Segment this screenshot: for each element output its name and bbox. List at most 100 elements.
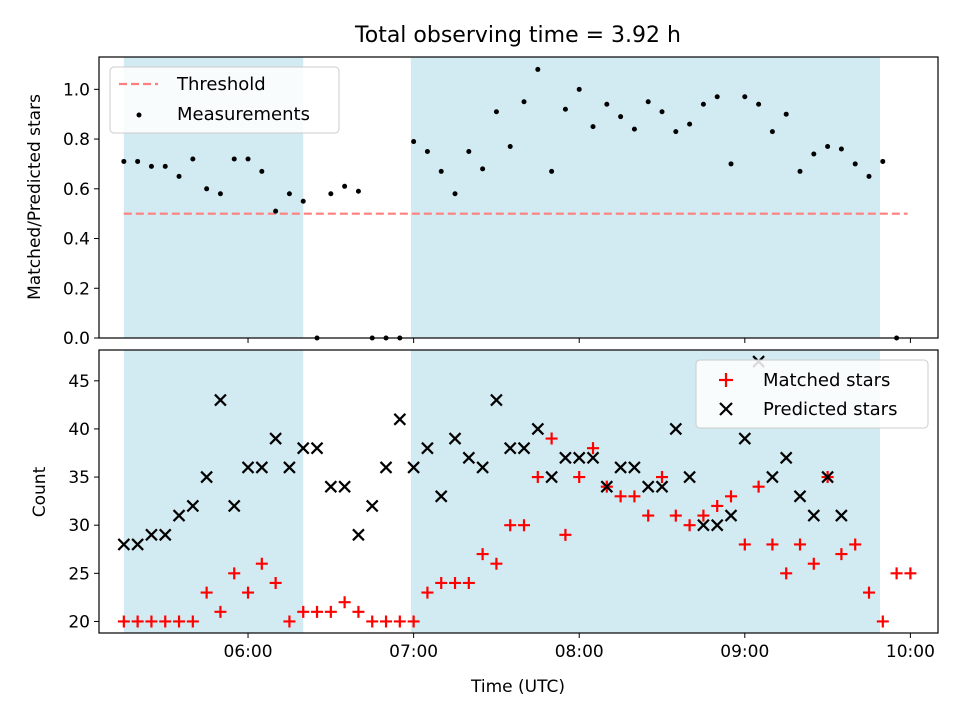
predicted-star-point [131,538,144,551]
measurement-point [535,66,541,72]
measurement-point [687,121,693,127]
y-tick-label: 1.0 [63,80,90,100]
matched-star-point [421,586,434,599]
predicted-star-point [586,451,600,465]
predicted-star-point [462,451,476,465]
matched-star-point [794,538,807,551]
predicted-star-point [296,441,310,455]
matched-star-point [628,490,641,503]
matched-star-point [476,548,489,561]
predicted-star-point [793,490,807,503]
predicted-star-point [352,528,365,542]
predicted-star-point [241,461,255,474]
matched-star-point [186,615,199,628]
measurement-point [300,198,306,204]
matched-star-point [255,557,268,570]
measurement-point [438,168,444,174]
matched-star-point [352,605,365,618]
measurement-point [659,109,665,115]
predicted-star-point [503,441,517,455]
matched-star-point [807,557,820,570]
x-tick-label: 06:00 [224,642,273,662]
legend-measurements-label: Measurements [177,104,310,125]
measurement-point [811,151,817,157]
bottom-panel-frame [98,349,939,634]
y-tick-label: 30 [68,516,90,536]
y-tick-label: 20 [68,612,90,632]
measurement-point [618,114,624,120]
measurement-point [838,146,844,152]
matched-star-point [283,615,296,628]
measurement-point [286,191,292,197]
predicted-star-point [448,432,462,445]
matched-star-point [518,519,531,532]
top-panel-legend: Threshold Measurements [109,66,340,134]
y-tick-label: 40 [68,420,90,440]
predicted-star-point [738,432,752,445]
predicted-star-point [600,480,614,493]
top-panel-frame [98,56,939,339]
bottom-panel-y-ticks: 20 25 30 35 40 45 [68,372,99,632]
bottom-panel-series [117,355,917,628]
measurement-point [562,106,568,112]
shaded-interval [123,350,304,633]
measurement-point [466,148,472,154]
measurement-point [121,158,127,164]
predicted-star-point [365,499,379,513]
matched-star-point [269,576,282,589]
predicted-star-point [669,422,683,436]
measurement-point [714,94,720,100]
predicted-star-point [724,509,738,522]
y-tick-label: 0.2 [63,279,90,299]
bottom-panel-legend: Matched stars Predicted stars [695,359,929,429]
matched-star-point [173,615,186,628]
y-tick-label: 0.0 [63,329,90,349]
matched-star-point [614,490,627,503]
matched-star-point [876,615,889,628]
matched-star-point [228,567,241,580]
matched-star-point [725,490,738,503]
predicted-star-point [283,461,296,474]
y-tick-label: 35 [68,468,90,488]
predicted-star-point [310,441,324,455]
measurement-point [728,161,734,167]
measurement-point [493,109,499,115]
predicted-star-point [835,509,848,522]
measurement-point [231,156,237,162]
measurement-point [797,168,803,174]
predicted-star-point [158,528,172,542]
top-panel-series [121,66,908,341]
legend-threshold-label: Threshold [176,74,266,95]
measurement-point [769,129,775,135]
predicted-star-point [393,413,407,426]
top-panel-y-ticks: 0.0 0.2 0.4 0.6 0.8 1.0 [63,80,99,349]
matched-star-point [324,605,337,618]
measurement-point [424,148,430,154]
x-axis-label: Time (UTC) [470,677,565,697]
matched-star-point [656,471,669,484]
y-tick-label: 0.8 [63,130,90,150]
matched-star-point [683,519,696,532]
top-panel-y-label: Matched/Predicted stars [25,94,45,300]
measurement-point [880,158,886,164]
predicted-star-point [517,441,531,455]
matched-star-point [738,538,751,551]
measurement-point [176,173,182,179]
matched-star-point [890,567,903,580]
matched-star-point [835,548,848,561]
measurement-point [521,99,527,105]
matched-star-point [642,509,655,522]
measurement-point [162,163,168,169]
measurement-point [742,94,748,100]
shaded-interval [410,57,881,338]
matched-star-point [435,576,448,589]
predicted-star-point [117,538,131,551]
legend-matched-label: Matched stars [763,370,890,391]
matched-star-point [159,615,172,628]
measurement-point [866,173,872,179]
measurement-point [852,161,858,167]
measurement-point [645,99,651,105]
x-tick-label: 09:00 [720,642,769,662]
matched-star-point [490,557,503,570]
matched-star-point [711,499,724,512]
